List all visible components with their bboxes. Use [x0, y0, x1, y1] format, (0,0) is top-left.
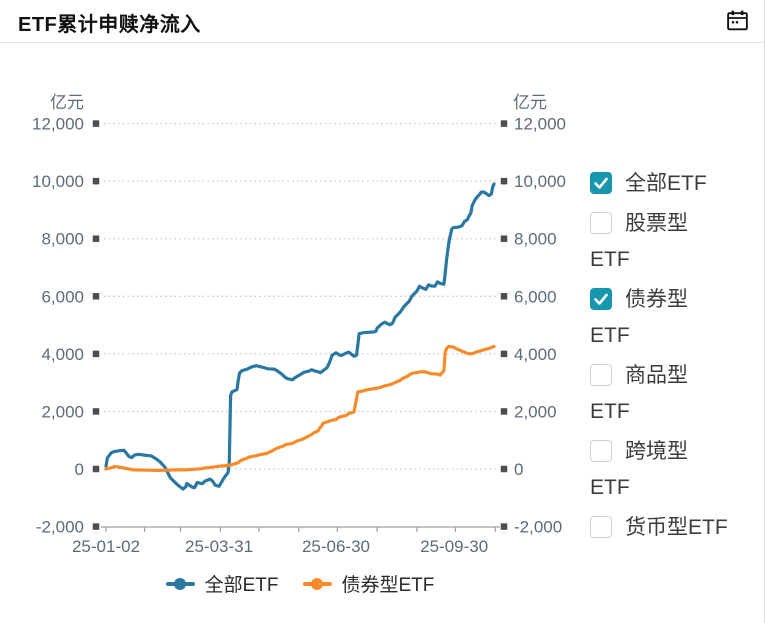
- legend-line-marker-orange: [302, 577, 332, 590]
- svg-text:-2,000: -2,000: [36, 518, 84, 537]
- checkbox-label-line2: ETF: [590, 400, 630, 423]
- svg-text:4,000: 4,000: [41, 345, 84, 364]
- svg-text:0: 0: [514, 460, 523, 479]
- svg-text:25-06-30: 25-06-30: [302, 537, 370, 556]
- checkbox-label: 股票型: [625, 212, 688, 235]
- checkbox-item-bond-etf[interactable]: 债券型 ETF: [590, 282, 762, 354]
- checkbox-label: 货币型ETF: [625, 516, 728, 539]
- checkbox-label-line2: ETF: [590, 476, 630, 499]
- checkbox-item-crossborder-etf[interactable]: 跨境型 ETF: [590, 434, 762, 506]
- legend-line-marker-blue: [165, 577, 195, 590]
- svg-text:8,000: 8,000: [514, 230, 557, 249]
- panel-header: ETF累计申赎净流入: [0, 0, 764, 43]
- checkbox-label: 债券型: [625, 288, 688, 311]
- checkbox-bond-etf[interactable]: [590, 288, 612, 310]
- y-axis-unit-right: 亿元: [513, 93, 547, 112]
- svg-text:-2,000: -2,000: [514, 518, 562, 537]
- legend-dot-blue: [174, 577, 187, 590]
- checkbox-all-etf[interactable]: [590, 172, 612, 194]
- svg-text:2,000: 2,000: [41, 402, 84, 421]
- svg-text:12,000: 12,000: [32, 115, 84, 134]
- checkbox-item-commodity-etf[interactable]: 商品型 ETF: [590, 358, 762, 430]
- svg-text:8,000: 8,000: [41, 230, 84, 249]
- y-axis-unit-left: 亿元: [50, 93, 84, 112]
- checkbox-crossborder-etf[interactable]: [590, 440, 612, 462]
- svg-text:10,000: 10,000: [514, 172, 566, 191]
- checkbox-item-stock-etf[interactable]: 股票型 ETF: [590, 206, 762, 278]
- checkbox-stock-etf[interactable]: [590, 212, 612, 234]
- calendar-date-picker-icon[interactable]: [725, 8, 750, 33]
- legend-item-all-etf[interactable]: 全部ETF: [165, 570, 279, 597]
- chart-title: ETF累计申赎净流入: [18, 14, 201, 36]
- svg-text:6,000: 6,000: [41, 287, 84, 306]
- svg-text:25-09-30: 25-09-30: [420, 537, 488, 556]
- svg-text:4,000: 4,000: [514, 345, 557, 364]
- series-filter-panel: 全部ETF 股票型 ETF 债券型 ETF 商品型 ETF 跨境型 ETF 货币型ETF: [590, 166, 762, 550]
- checkbox-item-all-etf[interactable]: 全部ETF: [590, 166, 762, 202]
- checkbox-label-line2: ETF: [590, 248, 630, 271]
- legend-dot-orange: [311, 577, 323, 590]
- svg-text:2,000: 2,000: [514, 402, 557, 421]
- checkbox-money-etf[interactable]: [590, 516, 612, 538]
- legend-item-bond-etf[interactable]: 债券型ETF: [302, 570, 435, 597]
- svg-text:12,000: 12,000: [514, 115, 566, 134]
- chart-legend: 全部ETF 债券型ETF: [0, 570, 600, 597]
- legend-label: 全部ETF: [204, 575, 279, 596]
- svg-text:10,000: 10,000: [32, 172, 84, 191]
- legend-label: 债券型ETF: [341, 575, 435, 596]
- svg-text:0: 0: [75, 460, 84, 479]
- checkbox-item-money-etf[interactable]: 货币型ETF: [590, 510, 762, 546]
- svg-text:6,000: 6,000: [514, 287, 557, 306]
- checkbox-label: 全部ETF: [625, 172, 707, 195]
- svg-text:25-03-31: 25-03-31: [185, 537, 253, 556]
- checkbox-commodity-etf[interactable]: [590, 364, 612, 386]
- checkbox-label: 商品型: [625, 364, 688, 387]
- checkbox-label: 跨境型: [625, 440, 688, 463]
- svg-text:25-01-02: 25-01-02: [72, 537, 140, 556]
- checkbox-label-line2: ETF: [590, 324, 630, 347]
